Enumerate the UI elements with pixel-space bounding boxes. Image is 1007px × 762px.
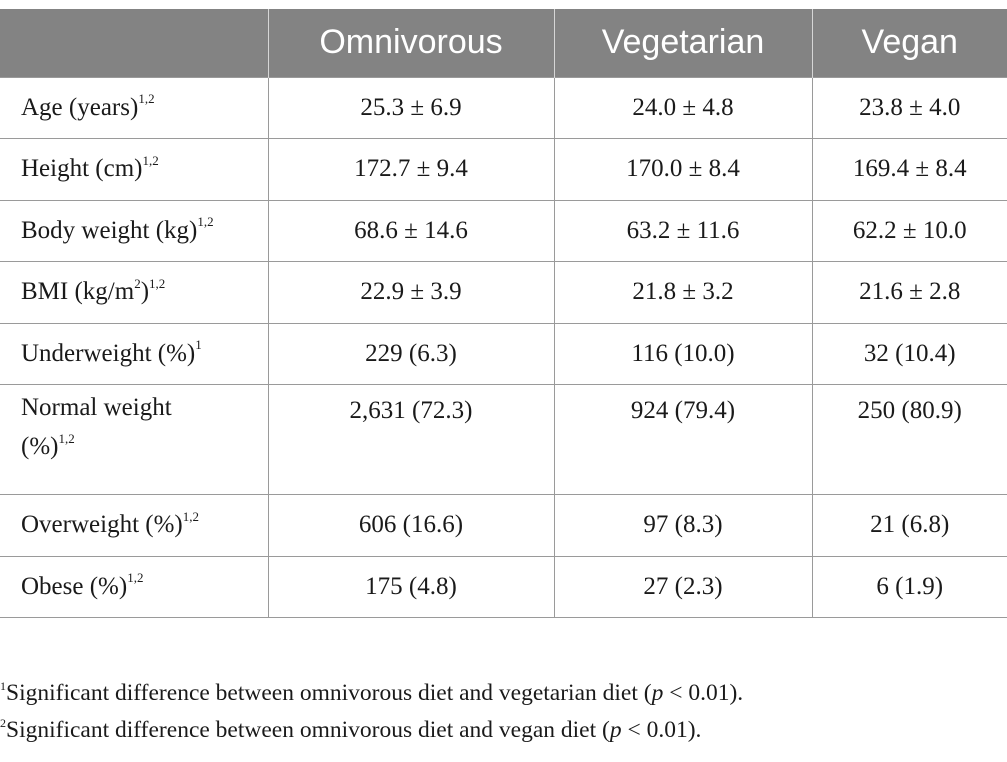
footnote-mark: 1 bbox=[0, 679, 6, 694]
cell-omnivorous: 606 (16.6) bbox=[268, 494, 555, 556]
table-row: Body weight (kg)1,2 68.6 ± 14.6 63.2 ± 1… bbox=[0, 199, 1007, 262]
header-corner bbox=[0, 9, 269, 77]
footnotes: 1Significant difference between omnivoro… bbox=[0, 675, 1007, 749]
row-label: BMI (kg/m2)1,2 bbox=[0, 261, 269, 323]
cell-vegan: 23.8 ± 4.0 bbox=[812, 76, 1007, 139]
row-sup: 1,2 bbox=[182, 508, 199, 524]
row-label: Overweight (%)1,2 bbox=[0, 494, 269, 556]
header-vegetarian: Vegetarian bbox=[554, 9, 813, 77]
cell-vegan: 21 (6.8) bbox=[812, 494, 1007, 556]
cell-omnivorous: 172.7 ± 9.4 bbox=[268, 138, 555, 200]
row-label: Body weight (kg)1,2 bbox=[0, 199, 269, 262]
table-row: Obese (%)1,2 175 (4.8) 27 (2.3) 6 (1.9) bbox=[0, 555, 1007, 618]
cell-vegetarian: 116 (10.0) bbox=[554, 322, 813, 385]
cell-omnivorous: 2,631 (72.3) bbox=[268, 384, 555, 495]
table-row: Normal weight (%)1,2 2,631 (72.3) 924 (79… bbox=[0, 384, 1007, 495]
table-row: BMI (kg/m2)1,2 22.9 ± 3.9 21.8 ± 3.2 21.… bbox=[0, 261, 1007, 323]
cell-omnivorous: 22.9 ± 3.9 bbox=[268, 261, 555, 323]
cell-vegetarian: 24.0 ± 4.8 bbox=[554, 76, 813, 139]
row-sup: 1,2 bbox=[138, 91, 155, 107]
row-sup: 1,2 bbox=[58, 430, 75, 446]
cell-vegan: 169.4 ± 8.4 bbox=[812, 138, 1007, 200]
row-sup: 1,2 bbox=[197, 214, 214, 230]
header-vegan: Vegan bbox=[812, 9, 1007, 77]
row-label: Obese (%)1,2 bbox=[0, 555, 269, 618]
row-label: Height (cm)1,2 bbox=[0, 138, 269, 200]
cell-omnivorous: 175 (4.8) bbox=[268, 555, 555, 618]
cell-vegan: 6 (1.9) bbox=[812, 555, 1007, 618]
unit-sup: 2 bbox=[134, 275, 141, 291]
cell-vegetarian: 170.0 ± 8.4 bbox=[554, 138, 813, 200]
row-sup: 1,2 bbox=[149, 275, 166, 291]
cell-vegan: 250 (80.9) bbox=[812, 384, 1007, 495]
footnote-1: 1Significant difference between omnivoro… bbox=[0, 679, 744, 706]
table-row: Height (cm)1,2 172.7 ± 9.4 170.0 ± 8.4 1… bbox=[0, 138, 1007, 200]
cell-vegetarian: 63.2 ± 11.6 bbox=[554, 199, 813, 262]
table-row: Overweight (%)1,2 606 (16.6) 97 (8.3) 21… bbox=[0, 494, 1007, 556]
cell-omnivorous: 229 (6.3) bbox=[268, 322, 555, 385]
cell-omnivorous: 68.6 ± 14.6 bbox=[268, 199, 555, 262]
row-sup: 1 bbox=[195, 337, 202, 353]
row-label: Age (years)1,2 bbox=[0, 76, 269, 139]
cell-vegetarian: 21.8 ± 3.2 bbox=[554, 261, 813, 323]
cell-vegan: 21.6 ± 2.8 bbox=[812, 261, 1007, 323]
row-label: Normal weight (%)1,2 bbox=[0, 384, 269, 495]
footnote-2: 2Significant difference between omnivoro… bbox=[0, 716, 702, 743]
cell-vegetarian: 27 (2.3) bbox=[554, 555, 813, 618]
cell-vegan: 62.2 ± 10.0 bbox=[812, 199, 1007, 262]
table-row: Underweight (%)1 229 (6.3) 116 (10.0) 32… bbox=[0, 322, 1007, 385]
table-row: Age (years)1,2 25.3 ± 6.9 24.0 ± 4.8 23.… bbox=[0, 76, 1007, 139]
row-sup: 1,2 bbox=[127, 570, 144, 586]
cell-omnivorous: 25.3 ± 6.9 bbox=[268, 76, 555, 139]
cell-vegetarian: 924 (79.4) bbox=[554, 384, 813, 495]
header-omnivorous: Omnivorous bbox=[268, 9, 555, 77]
row-label: Underweight (%)1 bbox=[0, 322, 269, 385]
cell-vegetarian: 97 (8.3) bbox=[554, 494, 813, 556]
header-row: Omnivorous Vegetarian Vegan bbox=[0, 9, 1007, 77]
diet-comparison-table: Omnivorous Vegetarian Vegan Age (years)1… bbox=[0, 9, 1007, 618]
row-sup: 1,2 bbox=[142, 152, 159, 168]
footnote-mark: 2 bbox=[0, 716, 6, 731]
cell-vegan: 32 (10.4) bbox=[812, 322, 1007, 385]
